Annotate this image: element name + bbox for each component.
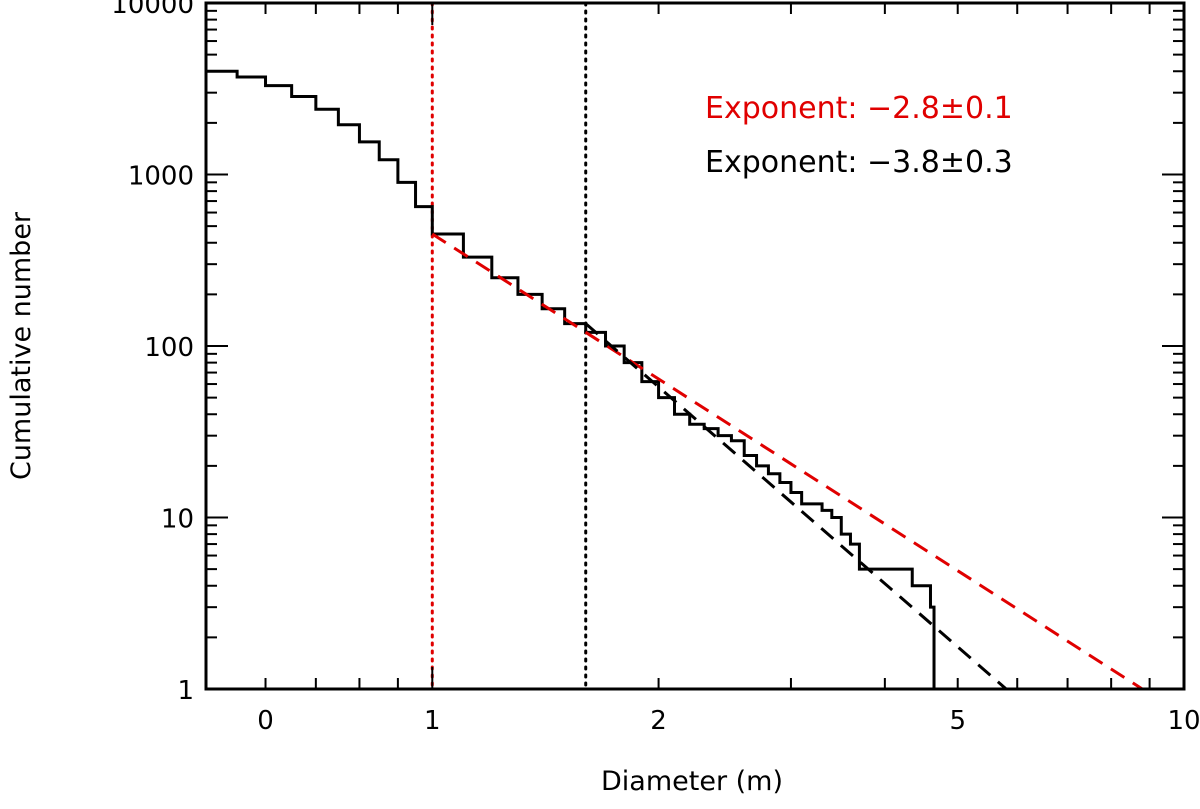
fit-line-red xyxy=(431,232,1144,691)
fit-line-black xyxy=(584,322,1008,691)
y-tick-label: 10000 xyxy=(111,0,194,20)
y-tick-label: 1 xyxy=(177,676,194,706)
y-tick-label: 10 xyxy=(161,505,194,535)
annotation-black-exponent: Exponent: −3.8±0.3 xyxy=(705,145,1013,180)
x-axis-title: Diameter (m) xyxy=(601,766,783,797)
labels-layer: 1 10 100 1000 10000 0 1 2 5 10 xyxy=(111,0,1200,736)
x-tick-label: 10 xyxy=(1167,706,1200,736)
x-tick-label: 5 xyxy=(949,706,966,736)
annotation-red-exponent: Exponent: −2.8±0.1 xyxy=(705,91,1013,126)
y-tick-label: 1000 xyxy=(128,162,194,192)
series-cumulative-count xyxy=(206,69,936,689)
x-tick-label: 1 xyxy=(424,706,441,736)
y-axis-title: Cumulative number xyxy=(6,211,37,480)
x-tick-label: 2 xyxy=(650,706,667,736)
y-tick-label: 100 xyxy=(144,333,194,363)
plot-layer xyxy=(206,1,1144,691)
x-tick-label: 0 xyxy=(257,706,274,736)
ticks-layer xyxy=(205,3,1185,690)
plot-frame xyxy=(204,1,1186,691)
